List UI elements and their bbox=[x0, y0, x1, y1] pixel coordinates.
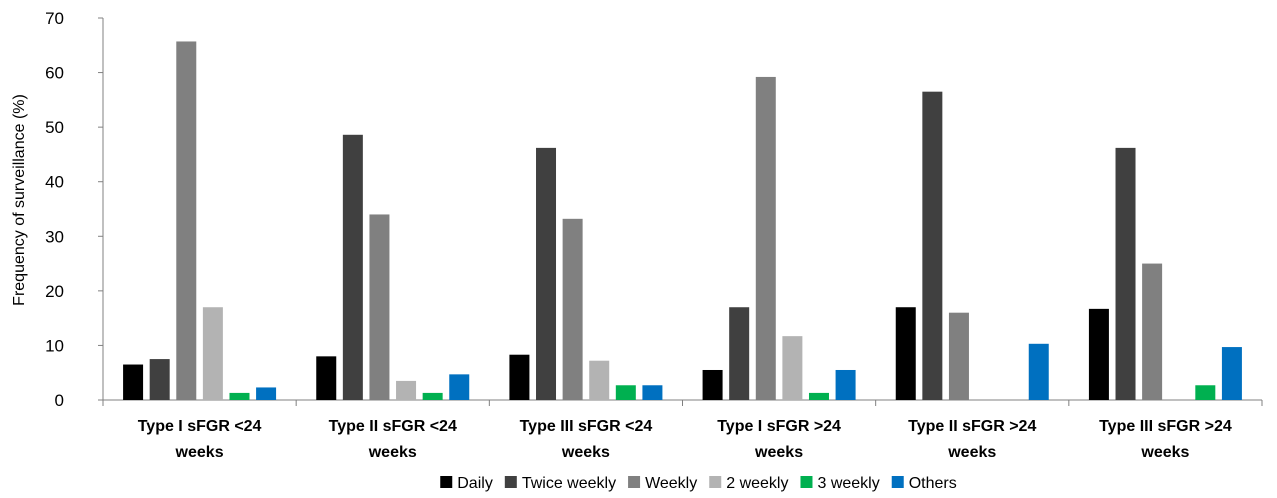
x-category-label: weeks bbox=[754, 444, 803, 461]
y-tick-label: 10 bbox=[45, 336, 64, 355]
y-axis-title: Frequency of surveillance (%) bbox=[11, 94, 28, 306]
bar-weekly bbox=[948, 312, 969, 400]
x-category-label: weeks bbox=[175, 444, 224, 461]
bar-daily bbox=[895, 307, 916, 400]
legend-label-others: Others bbox=[909, 475, 957, 492]
legend-label-daily: Daily bbox=[457, 475, 493, 492]
x-category-label: Type II sFGR <24 bbox=[329, 418, 457, 435]
x-category-label: Type I sFGR <24 bbox=[138, 418, 262, 435]
x-category-label: weeks bbox=[947, 444, 996, 461]
bar-2-weekly bbox=[589, 360, 610, 400]
bar-daily bbox=[1088, 308, 1109, 400]
legend-swatch-others bbox=[891, 476, 904, 488]
bar-weekly bbox=[1142, 263, 1163, 400]
bar-3-weekly bbox=[422, 392, 443, 400]
bar-twice-weekly bbox=[149, 359, 170, 400]
bar-weekly bbox=[755, 76, 776, 401]
legend-label-twice-weekly: Twice weekly bbox=[522, 475, 616, 492]
legend-label-3-weekly: 3 weekly bbox=[817, 475, 879, 492]
bar-daily bbox=[123, 364, 144, 400]
bar-2-weekly bbox=[396, 380, 417, 400]
y-tick-label: 0 bbox=[55, 391, 64, 410]
bar-others bbox=[449, 374, 470, 400]
legend: Daily Twice weekly Weekly 2 weekly 3 weekly O… bbox=[440, 475, 957, 492]
y-tick-label: 50 bbox=[45, 118, 64, 137]
bar-twice-weekly bbox=[922, 91, 943, 401]
bar-daily bbox=[316, 356, 337, 400]
bar-3-weekly bbox=[229, 392, 250, 400]
x-category-label: weeks bbox=[368, 444, 417, 461]
legend-swatch-twice-weekly bbox=[504, 476, 517, 488]
bar-others bbox=[256, 387, 277, 400]
y-axis: 0 10 20 30 40 50 60 70 bbox=[45, 9, 104, 410]
y-tick-label: 20 bbox=[45, 282, 64, 301]
bar-weekly bbox=[562, 218, 583, 400]
x-axis bbox=[102, 399, 1263, 406]
legend-swatch-2-weekly bbox=[709, 476, 722, 488]
bar-daily bbox=[509, 354, 530, 400]
x-category-label: weeks bbox=[1140, 444, 1189, 461]
x-category-label: Type III sFGR <24 bbox=[520, 418, 653, 435]
bar-others bbox=[642, 385, 663, 400]
y-tick-label: 40 bbox=[45, 173, 64, 192]
x-category-label: Type III sFGR >24 bbox=[1099, 418, 1232, 435]
legend-label-weekly: Weekly bbox=[645, 475, 697, 492]
x-category-label: weeks bbox=[561, 444, 610, 461]
bar-others bbox=[1221, 347, 1242, 400]
bar-weekly bbox=[176, 41, 197, 401]
bars bbox=[123, 41, 1242, 401]
legend-swatch-3-weekly bbox=[800, 476, 813, 488]
bar-twice-weekly bbox=[1115, 147, 1136, 400]
x-category-label: Type I sFGR >24 bbox=[717, 418, 841, 435]
legend-label-2-weekly: 2 weekly bbox=[726, 475, 788, 492]
bar-daily bbox=[702, 369, 723, 400]
y-tick-label: 70 bbox=[45, 9, 64, 28]
legend-swatch-weekly bbox=[628, 476, 641, 488]
bar-weekly bbox=[369, 214, 390, 400]
bar-3-weekly bbox=[1195, 385, 1216, 400]
x-category-label: Type II sFGR >24 bbox=[908, 418, 1036, 435]
bar-2-weekly bbox=[782, 336, 803, 400]
y-tick-label: 60 bbox=[45, 64, 64, 83]
y-tick-label: 30 bbox=[45, 227, 64, 246]
category-labels: Type I sFGR <24 weeks Type II sFGR <24 week… bbox=[138, 418, 1232, 461]
bar-3-weekly bbox=[808, 392, 829, 400]
bar-twice-weekly bbox=[536, 147, 557, 400]
legend-swatch-daily bbox=[440, 476, 453, 488]
bar-twice-weekly bbox=[342, 134, 363, 401]
bar-others bbox=[835, 369, 856, 400]
bar-twice-weekly bbox=[729, 307, 750, 400]
bar-2-weekly bbox=[202, 307, 223, 400]
bar-others bbox=[1028, 343, 1049, 400]
bar-3-weekly bbox=[615, 385, 636, 400]
